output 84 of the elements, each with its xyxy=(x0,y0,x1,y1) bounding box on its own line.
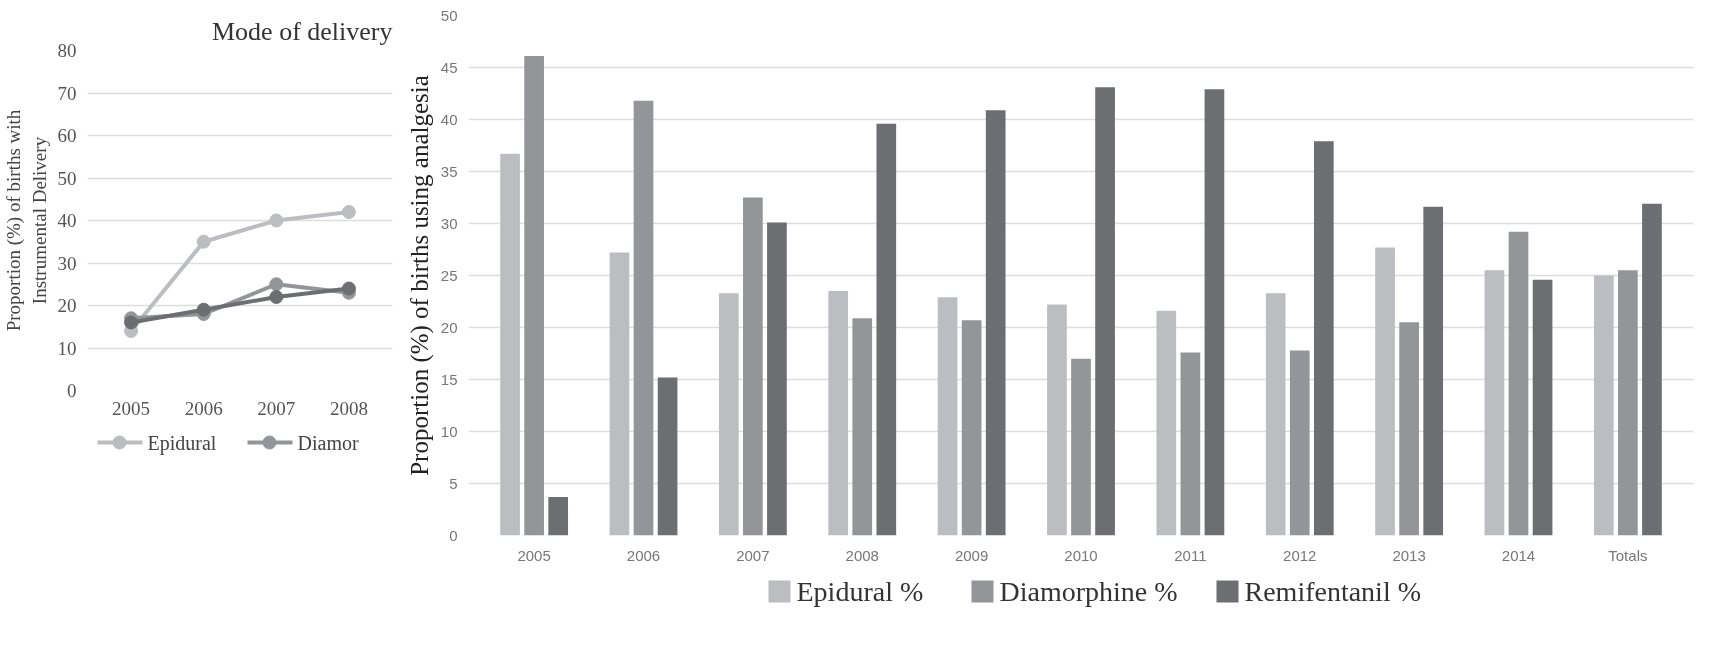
bar xyxy=(1204,89,1225,536)
y-axis-title: Proportion (%) of births using analgesia xyxy=(405,75,434,476)
y-tick-label: 50 xyxy=(57,167,77,189)
y-tick-label: 0 xyxy=(67,380,77,401)
y-tick-label: 30 xyxy=(440,214,458,232)
bar xyxy=(852,318,873,536)
x-tick-label: 2011 xyxy=(1174,546,1207,564)
bar xyxy=(961,320,982,536)
bar xyxy=(1095,87,1115,536)
x-tick-label: 2009 xyxy=(954,546,989,564)
y-tick-label: 30 xyxy=(57,252,77,274)
bar xyxy=(828,291,849,536)
point xyxy=(269,213,284,228)
point xyxy=(341,281,356,296)
bar xyxy=(1156,310,1177,536)
point xyxy=(269,277,284,292)
x-tick-label: 2010 xyxy=(1064,546,1098,564)
y-tick-label: 35 xyxy=(440,162,458,180)
bar xyxy=(1642,203,1662,536)
bar xyxy=(633,100,654,536)
y-tick-label: 70 xyxy=(57,82,77,104)
bar xyxy=(1289,350,1310,536)
bar xyxy=(743,197,763,536)
bar xyxy=(1180,352,1201,536)
bar xyxy=(1047,304,1067,536)
y-tick-label: 45 xyxy=(440,58,458,76)
x-tick-label: 2005 xyxy=(517,546,551,564)
y-tick-label: 60 xyxy=(57,125,77,146)
legend-label: Diamorphine % xyxy=(999,576,1178,607)
bar xyxy=(1071,358,1091,536)
x-tick-label: 2012 xyxy=(1283,546,1317,564)
y-tick-label: 5 xyxy=(449,474,458,492)
bar xyxy=(985,110,1006,536)
x-tick-label: 2013 xyxy=(1392,546,1426,564)
y-tick-label: 20 xyxy=(57,295,77,316)
x-tick-label: 2006 xyxy=(626,546,661,564)
x-tick-label: 2008 xyxy=(329,397,368,419)
x-tick-label: 2008 xyxy=(845,546,879,564)
bar xyxy=(937,297,958,536)
x-tick-label: 2006 xyxy=(184,397,223,419)
bar xyxy=(1618,270,1638,536)
bar xyxy=(1593,275,1614,536)
y-axis-title: Proportion (%) of births with Instrumental Delivery xyxy=(3,109,50,332)
legend-label: Epidural % xyxy=(796,576,924,607)
x-tick-label: 2007 xyxy=(736,546,770,564)
bar xyxy=(1484,270,1505,536)
bar xyxy=(1399,322,1419,536)
point xyxy=(341,205,356,219)
bar xyxy=(524,56,544,536)
y-tick-label: 50 xyxy=(440,6,458,24)
y-tick-label: 25 xyxy=(440,266,458,284)
y-tick-label: 0 xyxy=(449,526,458,544)
bar xyxy=(657,377,678,536)
legend-label: Remifentanil % xyxy=(1244,576,1422,607)
x-tick-label: 2007 xyxy=(257,397,296,419)
bar xyxy=(609,252,630,536)
y-tick-label: 40 xyxy=(57,210,77,231)
point xyxy=(196,234,211,249)
legend-label: Diamor xyxy=(297,431,359,454)
y-tick-label: 10 xyxy=(57,337,77,359)
y-tick-label: 20 xyxy=(440,318,458,336)
x-tick-label: 2014 xyxy=(1501,546,1536,564)
point xyxy=(196,302,211,317)
y-tick-label: 15 xyxy=(440,370,458,388)
x-tick-label: 2005 xyxy=(112,397,151,419)
legend-label: Epidural xyxy=(147,431,217,455)
bar xyxy=(1508,231,1529,536)
y-tick-label: 40 xyxy=(440,110,458,128)
bar xyxy=(1313,141,1334,536)
bar xyxy=(1532,279,1553,536)
bar xyxy=(767,222,787,536)
y-tick-label: 80 xyxy=(57,40,77,61)
bar xyxy=(1423,206,1444,536)
bar xyxy=(500,153,520,536)
bar xyxy=(718,293,739,536)
chart-title: Mode of delivery xyxy=(212,16,393,46)
point xyxy=(124,315,139,330)
point xyxy=(269,290,284,304)
bar xyxy=(1375,247,1395,536)
x-tick-label: Totals xyxy=(1608,546,1648,564)
bar xyxy=(876,123,897,536)
bar xyxy=(1265,293,1286,536)
y-tick-label: 10 xyxy=(440,422,458,440)
bar xyxy=(548,497,569,536)
